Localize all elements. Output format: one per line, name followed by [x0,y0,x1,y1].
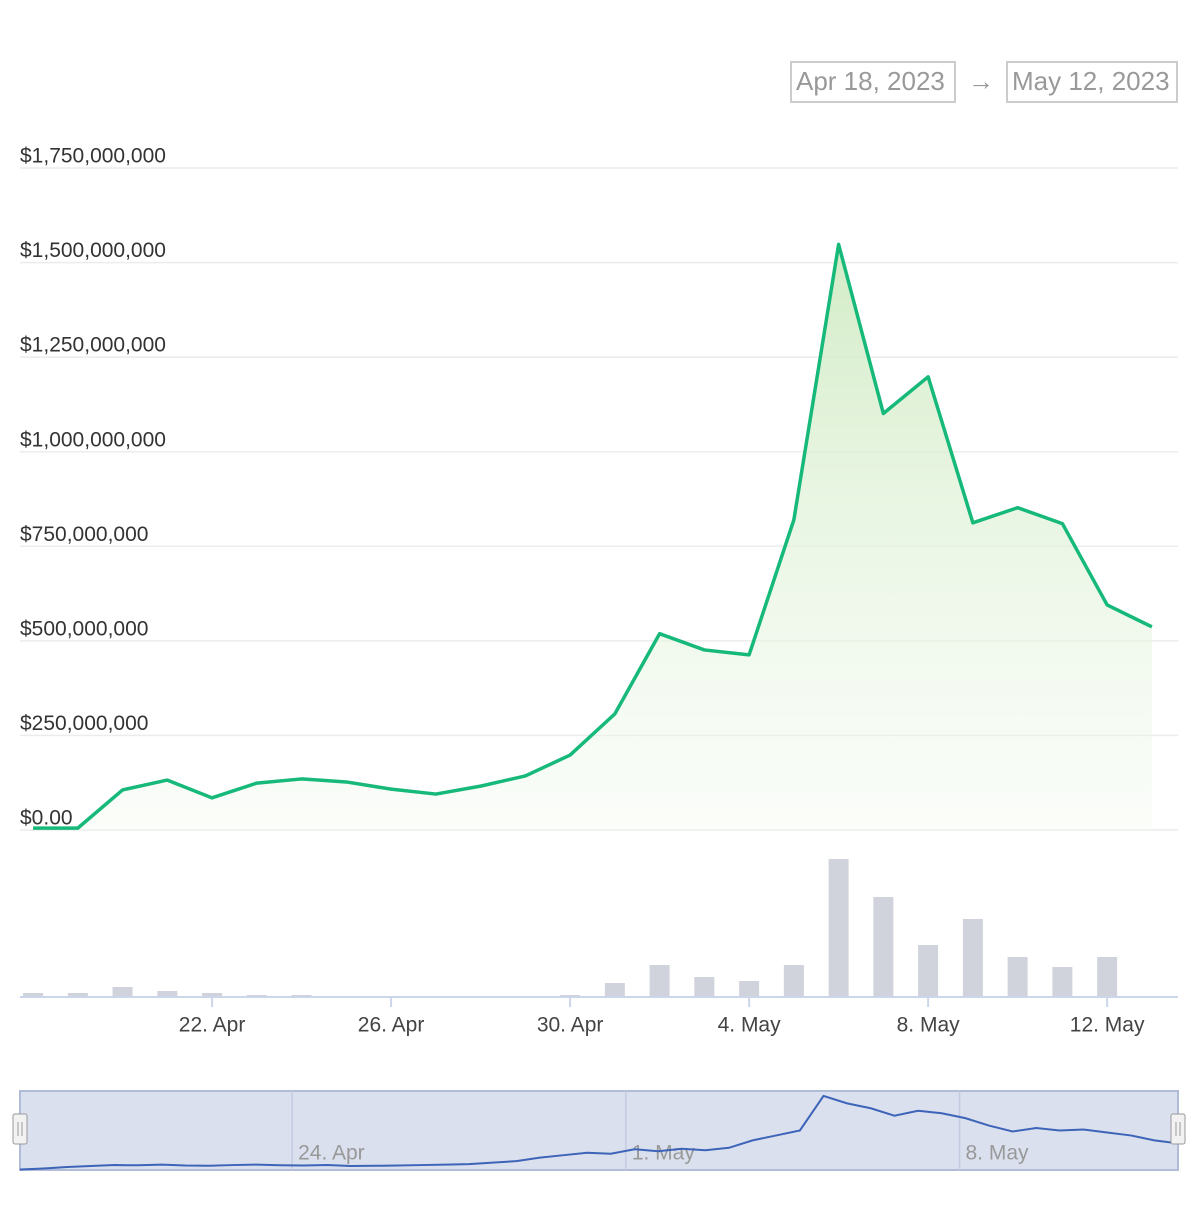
date-to-input[interactable] [1006,61,1178,103]
volume-bar [962,919,983,997]
date-to[interactable]: May 12, 2023 [1012,66,1170,96]
navigator-handle[interactable] [1170,1113,1186,1145]
date-separator: → [968,66,994,96]
y-tick-label: $1,500,000,000 [20,239,166,262]
y-tick-label: $1,750,000,000 [20,145,166,168]
navigator-tick-label: 8. May [966,1142,1030,1165]
date-from[interactable]: Apr 18, 2023 [796,66,945,96]
y-tick-label: $0.00 [20,807,73,830]
volume-bar [918,945,939,997]
y-tick-label: $750,000,000 [20,523,148,546]
navigator-line [19,1094,1179,1171]
volume-bar [1007,957,1028,997]
volume-bar [694,977,715,997]
volume-bar [202,993,223,997]
volume-bar [1052,967,1073,997]
navigator-handle[interactable] [12,1113,28,1145]
volume-bar [649,965,670,997]
y-tick-label: $250,000,000 [20,712,148,735]
x-tick-label: 22. Apr [179,1014,246,1037]
handle-body [12,1113,28,1145]
handle-body [1170,1113,1186,1145]
volume-bar [23,993,44,997]
volume-bar [783,965,804,997]
line [33,242,1153,830]
volume-bar [67,993,88,997]
navigator-tick-label: 1. May [632,1142,696,1165]
area-fill [33,244,1152,831]
volume-bar [739,981,760,997]
date-from-input[interactable] [790,61,956,103]
x-tick-label: 4. May [718,1014,782,1037]
volume-bar [1097,957,1118,997]
y-tick-label: $1,250,000,000 [20,334,166,357]
x-tick-label: 30. Apr [537,1014,604,1037]
navigator-tick-label: 24. Apr [298,1142,365,1165]
x-tick-label: 8. May [897,1014,961,1037]
volume-bar [157,991,178,997]
x-tick-label: 26. Apr [358,1014,425,1037]
x-tick-label: 12. May [1070,1014,1145,1037]
volume-bar [828,859,849,997]
volume-bar [604,983,625,997]
volume-bar [112,987,133,997]
y-tick-label: $500,000,000 [20,617,148,640]
y-tick-label: $1,000,000,000 [20,428,166,451]
volume-bar [873,897,894,997]
